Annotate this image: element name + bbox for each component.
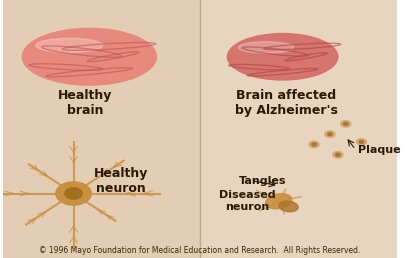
Ellipse shape [227, 34, 338, 80]
Text: Diseased
neuron: Diseased neuron [219, 190, 275, 212]
Ellipse shape [22, 28, 156, 85]
Circle shape [344, 122, 348, 125]
Circle shape [309, 141, 319, 148]
Circle shape [356, 139, 367, 145]
Text: Plaque: Plaque [357, 145, 400, 155]
Circle shape [325, 131, 335, 138]
Ellipse shape [238, 42, 294, 53]
Circle shape [328, 133, 332, 136]
Ellipse shape [266, 194, 292, 209]
Circle shape [333, 151, 343, 158]
Circle shape [56, 182, 91, 205]
Ellipse shape [279, 201, 298, 212]
Circle shape [312, 143, 317, 146]
Text: Healthy
brain: Healthy brain [58, 89, 113, 117]
Text: Tangles: Tangles [239, 176, 287, 186]
Bar [2, 0, 200, 258]
Text: Brain affected
by Alzheimer's: Brain affected by Alzheimer's [235, 89, 338, 117]
Circle shape [341, 120, 351, 127]
Circle shape [359, 140, 364, 143]
Circle shape [335, 153, 340, 156]
Ellipse shape [36, 38, 103, 52]
Text: © 1996 Mayo Foundation for Medical Education and Research.  All Rights Reserved.: © 1996 Mayo Foundation for Medical Educa… [39, 246, 361, 255]
Text: Healthy
neuron: Healthy neuron [94, 167, 148, 195]
Circle shape [65, 188, 82, 199]
